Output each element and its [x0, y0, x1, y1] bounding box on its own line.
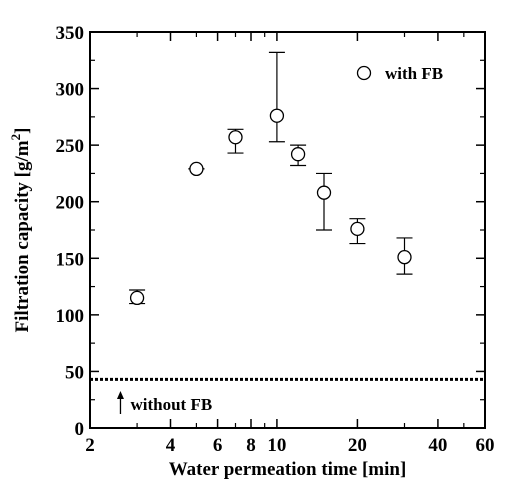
y-axis-title-end: ] [12, 128, 33, 134]
reference-line-label: without FB [130, 395, 212, 414]
x-tick-label: 20 [348, 435, 367, 456]
y-tick-label: 200 [56, 193, 85, 214]
y-axis-title: Filtration capacity [g/m2] [8, 128, 33, 333]
data-point [397, 250, 412, 265]
data-point [129, 290, 145, 306]
data-series-with-fb [129, 51, 413, 306]
y-tick-label: 50 [65, 362, 84, 383]
y-tick-label: 150 [56, 249, 85, 270]
y-axis: 0 50 100 150 200 250 300 350 [56, 23, 485, 440]
y-tick-label: 100 [56, 306, 85, 327]
x-tick-label: 8 [246, 435, 256, 456]
y-axis-title-main: Filtration capacity [g/m [12, 140, 33, 332]
data-point [350, 221, 365, 237]
data-point [189, 161, 204, 177]
x-tick-label: 10 [267, 435, 286, 456]
y-tick-label: 300 [56, 80, 85, 101]
y-tick-label: 250 [56, 136, 85, 157]
x-axis: 2 4 6 8 10 20 40 60 [85, 32, 495, 456]
x-tick-label: 2 [85, 435, 95, 456]
legend-label-with-fb: with FB [385, 64, 443, 83]
data-point [228, 130, 243, 145]
x-axis-title: Water permeation time [min] [169, 459, 407, 480]
reference-line-group: without FB [90, 377, 485, 414]
data-point [269, 108, 285, 123]
x-tick-label: 4 [166, 435, 176, 456]
data-point [316, 185, 332, 200]
reference-arrow-head [116, 391, 124, 399]
legend: with FB [356, 64, 443, 83]
plot-border [89, 31, 486, 429]
y-axis-title-superscript: 2 [8, 134, 23, 141]
x-tick-label: 6 [213, 435, 223, 456]
x-tick-label: 40 [428, 435, 447, 456]
x-tick-label: 60 [476, 435, 495, 456]
y-tick-label: 0 [75, 419, 85, 440]
plot-area [89, 31, 486, 429]
y-tick-label: 350 [56, 23, 85, 44]
legend-marker-with-fb [356, 65, 372, 81]
data-point [290, 147, 306, 162]
